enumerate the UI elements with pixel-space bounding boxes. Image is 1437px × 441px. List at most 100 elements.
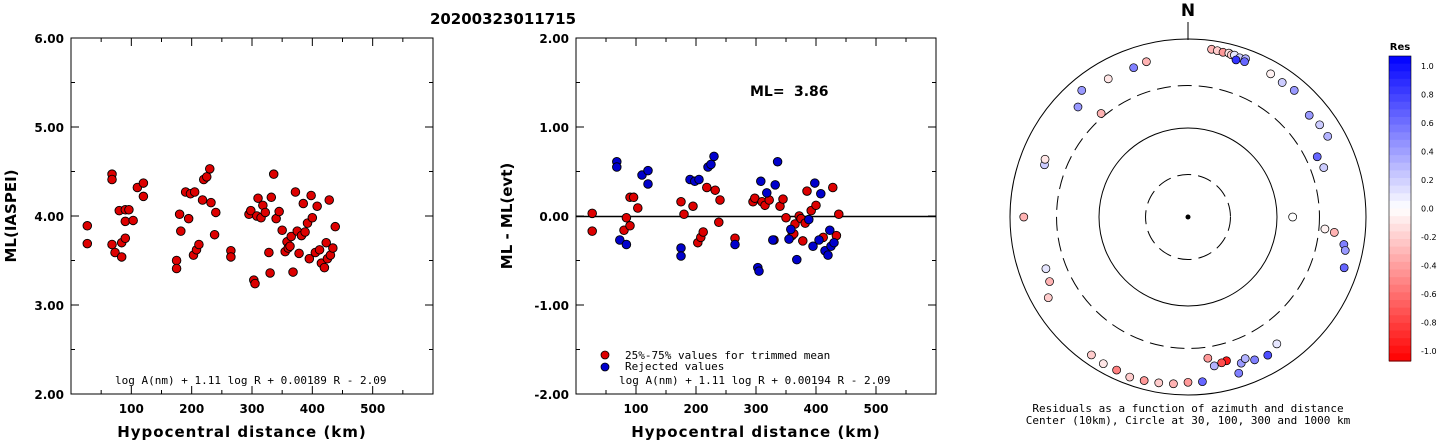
plot2-point-s1 xyxy=(754,266,764,276)
scale-segment xyxy=(1389,216,1411,225)
plot2-point-s1 xyxy=(823,250,833,260)
scale-tick-label: 0.2 xyxy=(1421,176,1434,185)
scale-segment xyxy=(1389,292,1411,301)
plot1-point-s0 xyxy=(206,197,216,208)
scale-segment xyxy=(1389,117,1411,126)
polar-point xyxy=(1263,350,1273,360)
polar-point xyxy=(1203,353,1213,363)
plot1-point-s0 xyxy=(82,238,93,249)
plot1-point-s0 xyxy=(274,206,284,217)
scale-segment xyxy=(1389,254,1411,263)
plot1-point-s0 xyxy=(294,248,304,259)
scale-segment xyxy=(1389,147,1411,156)
plot1-point-s0 xyxy=(321,237,331,248)
plot2-point-s0 xyxy=(802,186,812,196)
plot2-point-s0 xyxy=(625,221,635,231)
polar-point xyxy=(1250,355,1259,365)
plot1-xtick-label: 300 xyxy=(239,402,264,416)
north-label: N xyxy=(1181,1,1195,21)
plot1-xtick-label: 100 xyxy=(119,402,144,416)
plot2-xtick-label: 100 xyxy=(623,402,648,416)
scale-segment xyxy=(1389,200,1411,210)
residual-color-scale: Res 1.0 0.8 0.6 0.4 0.2 0.0 -0.2 -0.4 -0.6 -0.8 -1… xyxy=(1388,42,1437,362)
plot2-point-s0 xyxy=(702,182,712,193)
scale-segment xyxy=(1389,223,1411,232)
plot1-point-s0 xyxy=(209,229,220,240)
plot2-point-s0 xyxy=(688,201,698,211)
polar-point xyxy=(1019,212,1029,222)
plot1-xtick-label: 400 xyxy=(300,402,325,416)
polar-point xyxy=(1217,358,1227,368)
plot2-ytick-label: -2.00 xyxy=(534,388,569,402)
scale-tick-label: 0.4 xyxy=(1421,148,1434,157)
plot2-ytick-label: 0.00 xyxy=(539,210,569,224)
scale-tick-label: -0.2 xyxy=(1421,233,1437,242)
residual-vs-distance-plot: -2.00 -1.00 0.00 1.00 2.00 100 200 300 400 500 ML… xyxy=(498,32,937,441)
legend-marker-rejected xyxy=(600,362,610,372)
plot1-point-s0 xyxy=(124,205,134,215)
polar-point xyxy=(1323,131,1333,141)
polar-caption-2: Center (10km), Circle at 30, 100, 300 an… xyxy=(1026,414,1351,427)
plot1-point-s0 xyxy=(211,207,221,218)
plot2-point-s1 xyxy=(808,241,818,252)
scale-segment xyxy=(1389,78,1411,88)
polar-point xyxy=(1272,339,1282,349)
plot2-point-s1 xyxy=(612,162,622,172)
plot2-point-s0 xyxy=(828,182,838,193)
scale-segment xyxy=(1389,101,1411,110)
plot2-point-s0 xyxy=(778,194,788,204)
plot1-point-s0 xyxy=(183,213,194,224)
plot1-point-s0 xyxy=(201,172,212,182)
plot1-point-s0 xyxy=(285,241,295,252)
plot1-point-s0 xyxy=(298,198,309,209)
plot1-point-s0 xyxy=(107,239,117,250)
scale-frame xyxy=(1388,55,1412,362)
polar-point xyxy=(1234,368,1244,378)
polar-point xyxy=(1096,109,1106,118)
polar-point xyxy=(1209,361,1219,371)
plot2-point-s0 xyxy=(698,227,708,237)
plot2-point-s1 xyxy=(756,176,766,187)
polar-point xyxy=(1112,365,1121,375)
scale-tick-label: -0.6 xyxy=(1421,290,1437,299)
scale-segment xyxy=(1389,269,1411,278)
plot1-point-s0 xyxy=(277,225,287,235)
polar-center xyxy=(1185,214,1191,220)
scale-segment xyxy=(1389,338,1411,347)
plot2-point-s0 xyxy=(587,226,597,236)
plot2-ytick-label: 2.00 xyxy=(539,32,569,46)
polar-points xyxy=(1019,44,1350,389)
polar-point xyxy=(1077,86,1087,95)
event-title: 20200323011715 xyxy=(430,10,576,28)
legend-label-rejected: Rejected values xyxy=(625,360,724,373)
polar-point xyxy=(1277,78,1287,87)
scale-segment xyxy=(1389,231,1411,240)
plot2-point-s0 xyxy=(633,203,643,213)
scale-bar xyxy=(1388,55,1412,362)
plot1-xtick-label: 500 xyxy=(360,402,385,416)
plot1-ytick-label: 6.00 xyxy=(34,32,64,46)
polar-point xyxy=(1288,212,1298,222)
legend-label-trimmed: 25%-75% values for trimmed mean xyxy=(625,349,830,362)
plot1-point-s0 xyxy=(268,169,279,179)
plot1-point-s0 xyxy=(138,191,149,202)
plot2-point-s1 xyxy=(792,254,802,265)
ml-value: 3.86 xyxy=(794,84,829,100)
scale-segment xyxy=(1389,86,1411,95)
plot1-point-s0 xyxy=(138,178,149,188)
scale-segment xyxy=(1389,300,1411,309)
plot1-point-s0 xyxy=(300,227,310,237)
plot2-point-s1 xyxy=(825,225,835,235)
plot2-point-s1 xyxy=(762,188,772,198)
polar-circles xyxy=(1009,38,1367,396)
plot2-ytick-label: 1.00 xyxy=(539,121,569,135)
polar-point xyxy=(1240,57,1249,67)
polar-point xyxy=(1073,102,1083,112)
polar-circle-100km xyxy=(1098,127,1278,307)
scale-segment xyxy=(1389,353,1411,362)
plot1-point-s0 xyxy=(306,190,316,201)
plot1-point-s0 xyxy=(110,247,120,258)
plot1-point-s0 xyxy=(304,253,315,264)
scale-segment xyxy=(1389,132,1411,141)
polar-point xyxy=(1340,246,1350,255)
